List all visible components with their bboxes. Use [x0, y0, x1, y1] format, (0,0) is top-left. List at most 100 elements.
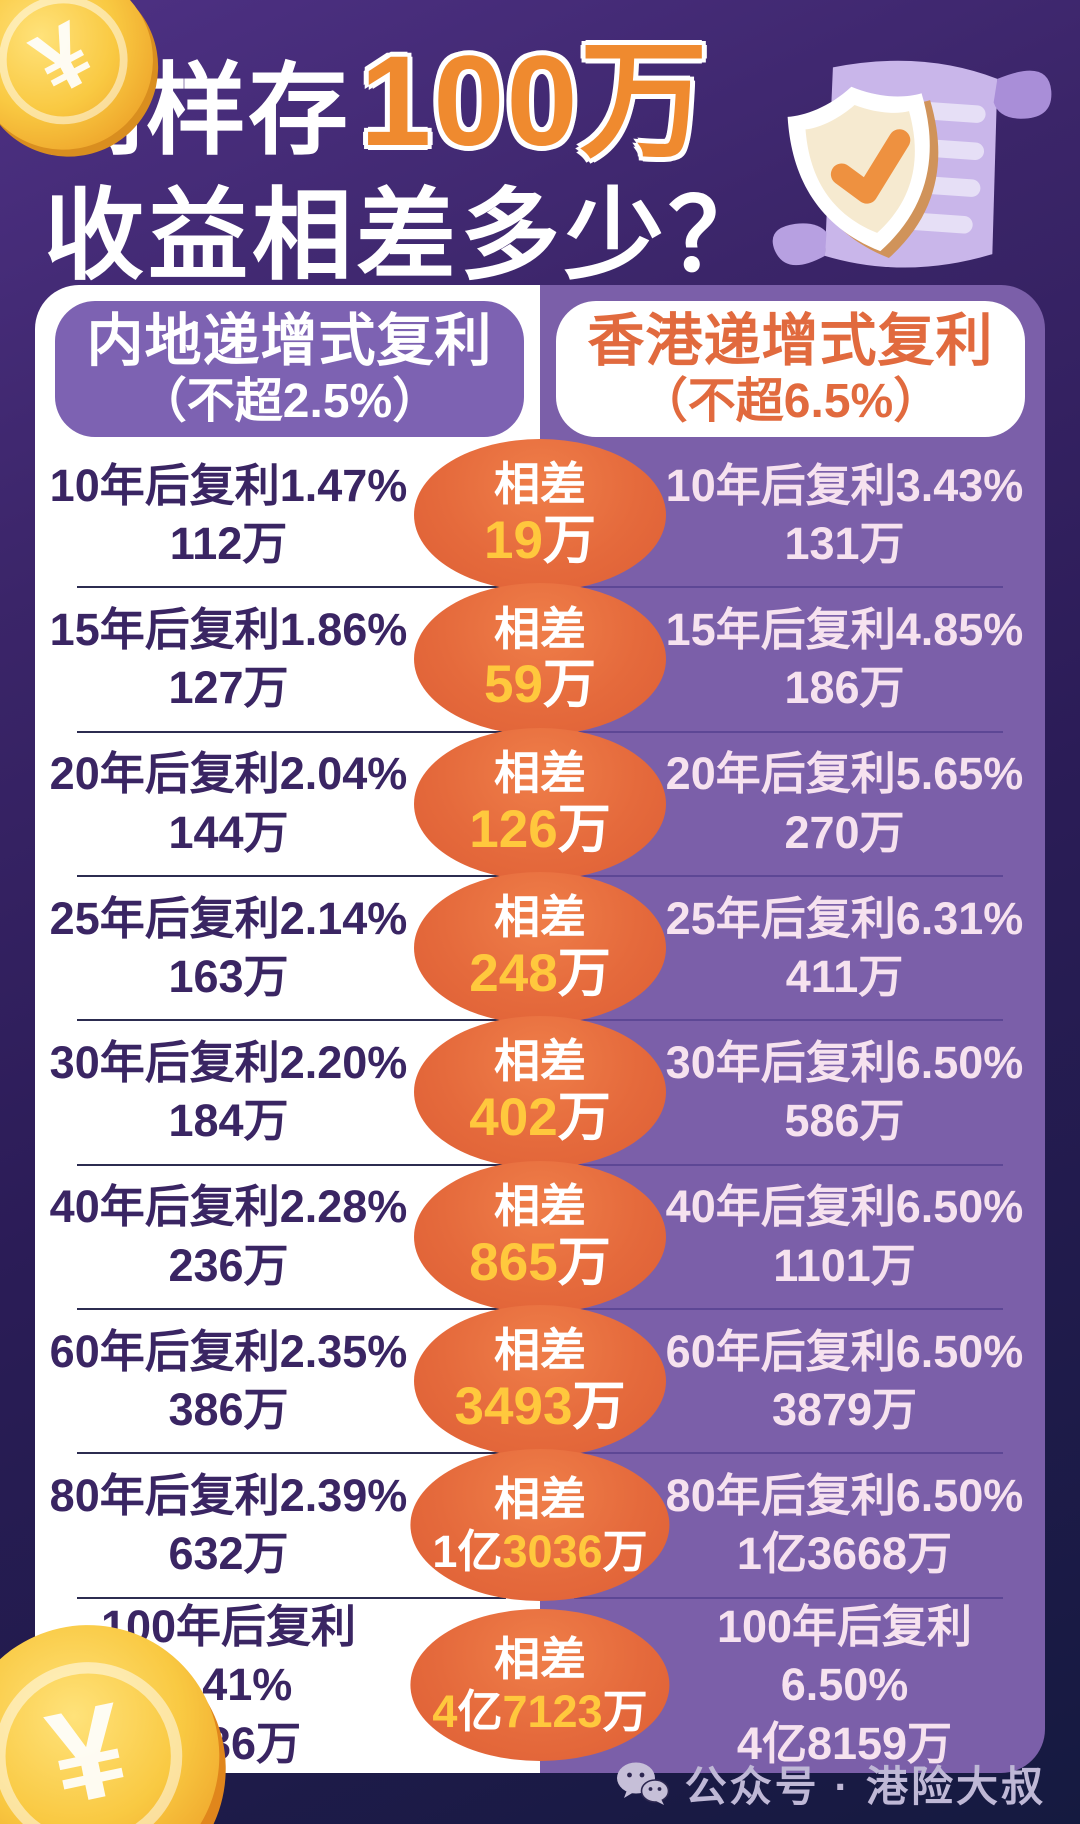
diff-badge: 相差 402万	[414, 1016, 666, 1169]
table-body: 10年后复利1.47% 112万 10年后复利3.43% 131万 相差 19万…	[35, 439, 1045, 1774]
diff-badge: 相差 1亿3036万	[410, 1449, 670, 1602]
diff-badge: 相差 4亿7123万	[410, 1609, 670, 1762]
table-row: 25年后复利2.14% 163万 25年后复利6.31% 411万 相差 248…	[35, 872, 1045, 1025]
hongkong-cell: 15年后复利4.85% 186万	[540, 587, 1045, 733]
diff-badge: 相差 19万	[414, 439, 666, 592]
hongkong-amount: 1101万	[773, 1239, 916, 1291]
mainland-cell: 40年后复利2.28% 236万	[35, 1165, 540, 1311]
hongkong-amount: 186万	[784, 662, 905, 714]
hongkong-amount: 131万	[784, 518, 905, 570]
hongkong-rate: 25年后复利6.31%	[665, 892, 1024, 944]
hongkong-cell: 25年后复利6.31% 411万	[540, 876, 1045, 1022]
mainland-rate: 80年后复利2.39%	[49, 1469, 408, 1521]
hongkong-rate: 15年后复利4.85%	[665, 603, 1024, 655]
hongkong-amount: 586万	[784, 1095, 905, 1147]
mainland-cell: 30年后复利2.20% 184万	[35, 1020, 540, 1166]
mainland-amount: 632万	[168, 1528, 289, 1580]
mainland-rate: 25年后复利2.14%	[49, 892, 408, 944]
hongkong-cell: 100年后复利6.50% 4亿8159万	[540, 1598, 1045, 1774]
hongkong-amount: 411万	[785, 951, 904, 1003]
table-header: 内地递增式复利 （不超2.5%） 香港递增式复利 （不超6.5%）	[35, 285, 1045, 443]
hongkong-cell: 60年后复利6.50% 3879万	[540, 1309, 1045, 1455]
diff-label: 相差	[494, 602, 586, 655]
column-header-hongkong: 香港递增式复利 （不超6.5%）	[556, 301, 1025, 437]
mainland-amount: 184万	[168, 1095, 289, 1147]
table-row: 15年后复利1.86% 127万 15年后复利4.85% 186万 相差 59万	[35, 583, 1045, 736]
mainland-header-cap: （不超2.5%）	[138, 374, 441, 428]
diff-label: 相差	[494, 891, 586, 944]
hongkong-rate: 20年后复利5.65%	[665, 748, 1024, 800]
mainland-cell: 10年后复利1.47% 112万	[35, 443, 540, 589]
table-row: 100年后复利2.41% 1036万 100年后复利6.50% 4亿8159万 …	[35, 1598, 1045, 1774]
title-highlight: 100万	[360, 30, 710, 173]
comparison-table: 内地递增式复利 （不超2.5%） 香港递增式复利 （不超6.5%） 10年后复利…	[35, 285, 1045, 1773]
mainland-rate: 60年后复利2.35%	[49, 1325, 408, 1377]
hongkong-rate: 60年后复利6.50%	[665, 1325, 1024, 1377]
table-row: 10年后复利1.47% 112万 10年后复利3.43% 131万 相差 19万	[35, 439, 1045, 592]
hongkong-header-title: 香港递增式复利	[587, 309, 994, 374]
diff-label: 相差	[494, 1179, 586, 1232]
diff-value: 3493万	[454, 1377, 626, 1436]
mainland-rate: 10年后复利1.47%	[49, 459, 408, 511]
hongkong-rate: 40年后复利6.50%	[665, 1181, 1024, 1233]
mainland-amount: 163万	[168, 951, 289, 1003]
diff-value: 126万	[469, 799, 611, 859]
mainland-rate: 15年后复利1.86%	[49, 603, 408, 655]
hongkong-rate: 10年后复利3.43%	[665, 459, 1024, 511]
title-line2: 收益相差多少？	[44, 180, 772, 292]
table-row: 60年后复利2.35% 386万 60年后复利6.50% 3879万 相差 34…	[35, 1305, 1045, 1458]
mainland-rate: 30年后复利2.20%	[49, 1036, 408, 1088]
hongkong-rate: 100年后复利6.50%	[716, 1600, 973, 1711]
page-title: 同样存 100万 收益相差多少？	[44, 30, 772, 293]
mainland-cell: 25年后复利2.14% 163万	[35, 876, 540, 1022]
diff-label: 相差	[494, 458, 586, 511]
diff-value: 1亿3036万	[432, 1525, 648, 1577]
mainland-amount: 127万	[168, 662, 289, 714]
table-row: 40年后复利2.28% 236万 40年后复利6.50% 1101万 相差 86…	[35, 1160, 1045, 1313]
hongkong-cell: 80年后复利6.50% 1亿3668万	[540, 1453, 1045, 1599]
diff-badge: 相差 865万	[414, 1160, 666, 1313]
mainland-amount: 236万	[168, 1239, 289, 1291]
wechat-icon	[616, 1762, 669, 1805]
diff-label: 相差	[494, 1035, 586, 1088]
hongkong-cell: 20年后复利5.65% 270万	[540, 732, 1045, 878]
mainland-cell: 60年后复利2.35% 386万	[35, 1309, 540, 1455]
hongkong-cell: 30年后复利6.50% 586万	[540, 1020, 1045, 1166]
mainland-rate: 40年后复利2.28%	[49, 1181, 408, 1233]
mainland-header-title: 内地递增式复利	[86, 309, 493, 374]
gold-coin-icon: ¥	[0, 1594, 256, 1824]
diff-label: 相差	[494, 1473, 586, 1526]
diff-value: 4亿7123万	[432, 1685, 648, 1737]
hongkong-amount: 270万	[784, 806, 905, 858]
table-row: 30年后复利2.20% 184万 30年后复利6.50% 586万 相差 402…	[35, 1016, 1045, 1169]
hongkong-rate: 80年后复利6.50%	[665, 1469, 1024, 1521]
diff-value: 59万	[484, 655, 596, 715]
mainland-rate: 20年后复利2.04%	[49, 748, 408, 800]
shield-check-scroll-icon	[728, 26, 1068, 306]
diff-value: 248万	[469, 944, 611, 1004]
diff-label: 相差	[494, 746, 586, 799]
mainland-amount: 386万	[168, 1384, 289, 1436]
hongkong-cell: 10年后复利3.43% 131万	[540, 443, 1045, 589]
footer-account: 公众号 · 港险大叔	[615, 1753, 1046, 1814]
hongkong-amount: 1亿3668万	[736, 1528, 953, 1580]
hongkong-cell: 40年后复利6.50% 1101万	[540, 1165, 1045, 1311]
footer-account-name: 公众号 · 港险大叔	[684, 1763, 1046, 1810]
mainland-cell: 20年后复利2.04% 144万	[35, 732, 540, 878]
diff-badge: 相差 59万	[414, 583, 666, 736]
diff-value: 402万	[469, 1088, 611, 1148]
mainland-cell: 80年后复利2.39% 632万	[35, 1453, 540, 1599]
column-header-mainland: 内地递增式复利 （不超2.5%）	[55, 301, 524, 437]
diff-value: 865万	[469, 1232, 611, 1292]
gold-coin-icon: ¥	[0, 0, 178, 174]
mainland-cell: 15年后复利1.86% 127万	[35, 587, 540, 733]
mainland-amount: 144万	[168, 806, 289, 858]
diff-label: 相差	[493, 1632, 586, 1685]
diff-badge: 相差 248万	[414, 872, 666, 1025]
hongkong-rate: 30年后复利6.50%	[665, 1036, 1024, 1088]
diff-label: 相差	[494, 1324, 586, 1377]
table-row: 80年后复利2.39% 632万 80年后复利6.50% 1亿3668万 相差 …	[35, 1449, 1045, 1602]
hongkong-header-cap: （不超6.5%）	[639, 374, 942, 428]
hongkong-amount: 3879万	[771, 1384, 918, 1436]
